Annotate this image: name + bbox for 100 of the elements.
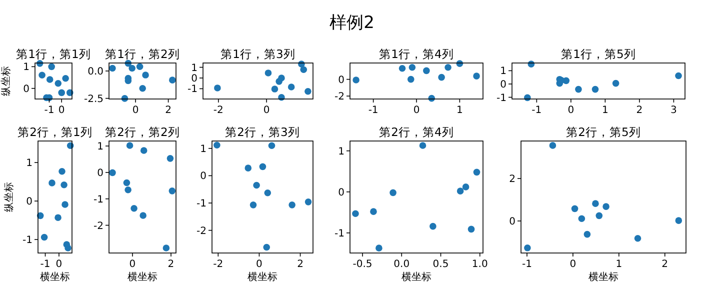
y-tick-label: -1 bbox=[334, 228, 344, 240]
point bbox=[128, 64, 136, 72]
y-tick-label: -1 bbox=[22, 235, 32, 246]
point bbox=[549, 142, 556, 149]
y-tick-label: 1 bbox=[500, 66, 506, 78]
x-tick-label: -1 bbox=[40, 259, 50, 270]
y-tick-label: 0 bbox=[97, 168, 104, 179]
point bbox=[60, 181, 68, 188]
point bbox=[64, 244, 72, 252]
y-tick-label: 0 bbox=[200, 171, 206, 182]
y-tick-label: 0 bbox=[191, 74, 198, 84]
x-tick-label: 2 bbox=[636, 105, 643, 116]
point bbox=[168, 76, 176, 84]
x-tick-label: 3 bbox=[670, 105, 677, 116]
point bbox=[123, 179, 130, 186]
y-tick-label: 1 bbox=[191, 62, 198, 74]
x-tick-label: 2 bbox=[662, 259, 668, 270]
x-tick-label: 0 bbox=[256, 259, 262, 270]
point bbox=[109, 64, 116, 72]
point bbox=[62, 201, 68, 208]
point bbox=[578, 215, 586, 222]
point bbox=[300, 66, 308, 74]
chart-title: 第2行，第1列 bbox=[18, 125, 92, 139]
point bbox=[268, 142, 276, 150]
point bbox=[48, 180, 56, 186]
point bbox=[140, 212, 146, 219]
x-tick-label: -1 bbox=[368, 105, 378, 116]
y-tick-label: 1 bbox=[26, 158, 32, 170]
y-tick-label: -1 bbox=[94, 194, 104, 206]
x-tick-label: 1 bbox=[456, 105, 463, 116]
point bbox=[264, 70, 272, 76]
chart-title: 第1行，第5列 bbox=[561, 47, 636, 61]
y-tick-label: -1 bbox=[496, 92, 506, 104]
y-tick-label: -2 bbox=[334, 92, 344, 103]
point bbox=[370, 208, 377, 215]
y-tick-label: 1 bbox=[338, 146, 344, 158]
point bbox=[352, 76, 360, 84]
point bbox=[438, 74, 445, 81]
point bbox=[423, 67, 430, 74]
point bbox=[38, 72, 46, 79]
y-tick-label: 0.0 bbox=[88, 66, 104, 78]
point bbox=[62, 75, 69, 82]
y-tick-label: 1 bbox=[200, 144, 206, 155]
point bbox=[634, 234, 642, 242]
point bbox=[584, 230, 591, 238]
point bbox=[130, 204, 138, 212]
x-tick-label: 0 bbox=[413, 105, 420, 116]
point bbox=[140, 147, 148, 154]
point bbox=[407, 76, 414, 83]
point bbox=[40, 234, 48, 241]
point bbox=[408, 64, 416, 71]
point bbox=[675, 217, 682, 224]
chart-title: 第1行，第2列 bbox=[105, 47, 180, 61]
chart-title: 第2行，第3列 bbox=[225, 125, 300, 139]
x-tick-label: 2 bbox=[297, 259, 304, 270]
x-tick-label: -2 bbox=[213, 259, 224, 270]
point bbox=[162, 244, 170, 252]
point bbox=[214, 142, 220, 148]
point bbox=[612, 80, 620, 87]
x-tick-label: 1 bbox=[616, 259, 622, 270]
x-tick-label: -1 bbox=[44, 105, 54, 116]
point bbox=[473, 72, 480, 80]
x-tick-label: -0.5 bbox=[352, 259, 372, 270]
point bbox=[376, 244, 382, 252]
point bbox=[304, 88, 312, 95]
y-tick-label: -2 bbox=[196, 226, 206, 237]
point bbox=[352, 210, 359, 218]
x-tick-label: 0 bbox=[58, 105, 65, 116]
point bbox=[288, 84, 295, 90]
point bbox=[142, 72, 149, 78]
y-axis-title: 纵坐标 bbox=[3, 182, 15, 212]
text: 样例2 bbox=[330, 13, 374, 33]
x-tick-label: 0.5 bbox=[432, 259, 449, 270]
x-tick-label: -2 bbox=[213, 105, 224, 116]
chart-title: 第1行，第4列 bbox=[379, 47, 454, 61]
point bbox=[596, 212, 603, 220]
point bbox=[48, 63, 55, 70]
point bbox=[430, 222, 436, 230]
point bbox=[168, 188, 176, 194]
point bbox=[473, 168, 480, 176]
point bbox=[136, 63, 144, 70]
point bbox=[571, 205, 578, 212]
point bbox=[109, 169, 116, 176]
x-tick-label: 0 bbox=[570, 259, 576, 270]
x-tick-label: 2 bbox=[168, 259, 174, 270]
point bbox=[456, 188, 464, 194]
point bbox=[675, 72, 682, 80]
x-tick-label: 1 bbox=[602, 105, 608, 116]
point bbox=[592, 86, 599, 93]
chart-title: 第2行，第4列 bbox=[379, 125, 454, 139]
y-tick-label: 0 bbox=[500, 79, 506, 90]
x-tick-label: 0 bbox=[568, 105, 574, 116]
point bbox=[575, 86, 582, 93]
point bbox=[58, 168, 66, 175]
point bbox=[602, 203, 610, 210]
y-tick-label: 0 bbox=[338, 187, 344, 198]
y-tick-label: -1 bbox=[188, 84, 198, 96]
y-tick-label: 0 bbox=[26, 196, 32, 208]
chart-title: 第2行，第5列 bbox=[566, 125, 641, 139]
point bbox=[304, 198, 312, 206]
